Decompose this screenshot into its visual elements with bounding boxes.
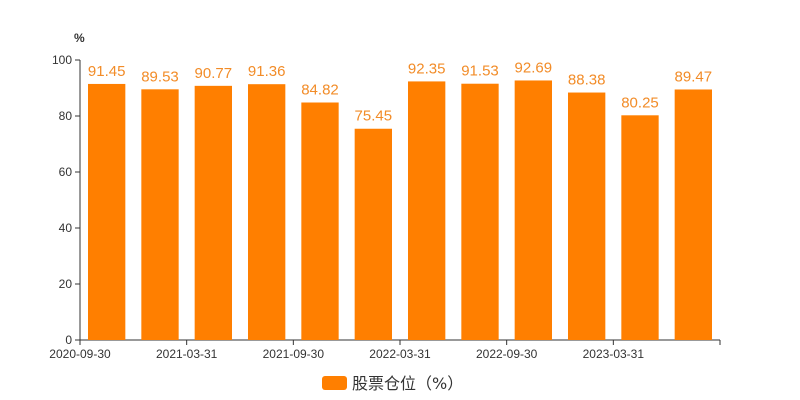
data-labels: 91.45 89.53 90.77 91.36 84.82 75.45 92.35 91.53… [88,59,712,124]
bar[interactable] [408,81,446,341]
bar[interactable] [568,92,606,340]
bar[interactable] [248,84,286,340]
bar-value-label: 89.47 [675,68,713,85]
bar[interactable] [141,89,179,340]
bar-value-label: 89.53 [141,68,179,85]
bar-value-label: 88.38 [568,72,606,89]
bar-value-label: 75.45 [355,108,393,125]
y-tick-label: 40 [59,221,73,235]
y-tick-label: 0 [65,333,72,347]
y-axis-unit: % [74,31,85,45]
bar[interactable] [674,89,712,340]
x-tick-label: 2021-09-30 [263,347,325,361]
legend-swatch [322,376,347,390]
y-tick-label: 60 [59,165,73,179]
bars [88,80,712,341]
bar[interactable] [354,128,392,340]
x-tick-label: 2023-03-31 [583,347,645,361]
legend[interactable]: 股票仓位（%） [322,374,463,393]
x-tick-label: 2020-09-30 [49,347,111,361]
bar[interactable] [194,85,232,341]
bar-value-label: 84.82 [301,82,339,99]
x-tick-label: 2022-09-30 [476,347,538,361]
bar-value-label: 80.25 [621,94,659,111]
y-tick-label: 20 [59,277,73,291]
y-tick-label: 100 [52,53,72,67]
bar-value-label: 90.77 [195,65,233,82]
legend-label: 股票仓位（%） [352,374,463,393]
bar-value-label: 91.36 [248,63,286,80]
x-tick-label: 2022-03-31 [369,347,431,361]
bar-value-label: 91.53 [461,63,499,80]
y-tick-label: 80 [59,109,73,123]
bar[interactable] [301,102,339,340]
x-tick-label: 2021-03-31 [156,347,218,361]
bar-value-label: 91.45 [88,63,126,80]
bar[interactable] [88,83,126,340]
bar[interactable] [621,115,659,340]
x-axis: 2020-09-30 2021-03-31 2021-09-30 2022-03-31… [49,339,721,361]
bar-value-label: 92.69 [515,59,553,76]
bar[interactable] [461,83,499,340]
bar-value-label: 92.35 [408,60,446,77]
y-axis: 0 20 40 60 80 100 [52,53,81,347]
bar[interactable] [514,80,552,340]
